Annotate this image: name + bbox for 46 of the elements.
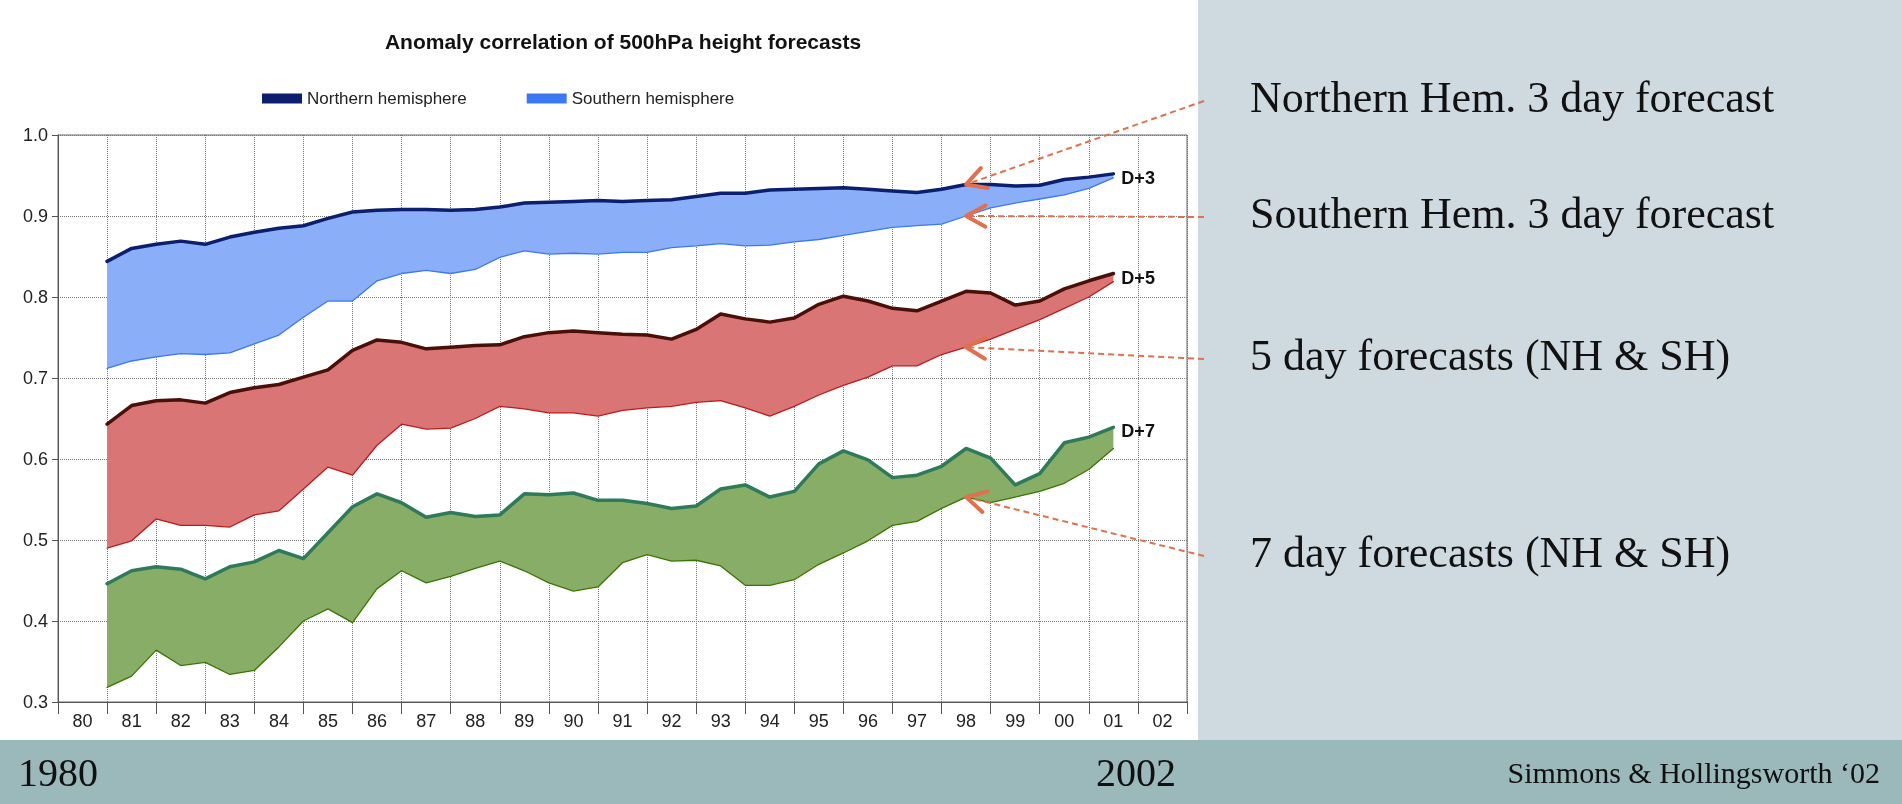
chart-title: Anomaly correlation of 500hPa height forecasts (384, 30, 862, 53)
x-tick-label: 82 (170, 711, 191, 731)
x-tick-label: 80 (72, 711, 93, 731)
y-tick-label: 0.8 (22, 287, 48, 307)
line-series (105, 425, 1116, 586)
annotation: Southern Hem. 3 day forecast (1250, 188, 1775, 238)
x-tick-label: 92 (661, 711, 682, 731)
y-tick-label: 0.7 (22, 368, 48, 388)
y-tick-label: 1.0 (22, 125, 48, 145)
legend-label: Northern hemisphere (307, 89, 467, 108)
annotation: D+5 (1121, 267, 1155, 288)
x-tick-label: 02 (1152, 711, 1173, 731)
x-tick-label: 84 (268, 711, 289, 731)
line-series (105, 271, 1116, 426)
line-series (105, 172, 1116, 264)
y-tick-label: 0.4 (22, 611, 48, 631)
text: 2002 (1096, 749, 1176, 795)
annotation: 7 day forecasts (NH & SH) (1250, 527, 1731, 577)
y-tick-label: 0.9 (22, 206, 48, 226)
x-tick-label: 89 (514, 711, 535, 731)
x-tick-label: 01 (1103, 711, 1124, 731)
x-tick-label: 83 (219, 711, 240, 731)
text: 1980 (18, 749, 98, 795)
y-tick-label: 0.3 (22, 692, 48, 712)
y-tick-label: 0.6 (22, 449, 48, 469)
x-tick-label: 00 (1054, 711, 1075, 731)
x-tick-label: 81 (121, 711, 142, 731)
text: Simmons & Hollingsworth ‘02 (1507, 755, 1880, 789)
x-tick-label: 99 (1005, 711, 1026, 731)
annotation: Northern Hem. 3 day forecast (1250, 72, 1775, 122)
x-tick-label: 98 (956, 711, 977, 731)
x-tick-label: 88 (465, 711, 486, 731)
annotation: D+7 (1121, 421, 1155, 442)
y-tick-label: 0.5 (22, 530, 48, 550)
legend-label: Southern hemisphere (571, 89, 735, 108)
x-tick-label: 85 (317, 711, 338, 731)
x-tick-label: 93 (710, 711, 731, 731)
x-tick-label: 95 (808, 711, 829, 731)
x-tick-label: 94 (759, 711, 780, 731)
x-tick-label: 90 (563, 711, 584, 731)
x-tick-label: 96 (857, 711, 878, 731)
annotation: 5 day forecasts (NH & SH) (1250, 330, 1731, 380)
x-tick-label: 97 (907, 711, 928, 731)
x-tick-label: 86 (367, 711, 388, 731)
x-tick-label: 91 (612, 711, 633, 731)
x-tick-label: 87 (416, 711, 437, 731)
